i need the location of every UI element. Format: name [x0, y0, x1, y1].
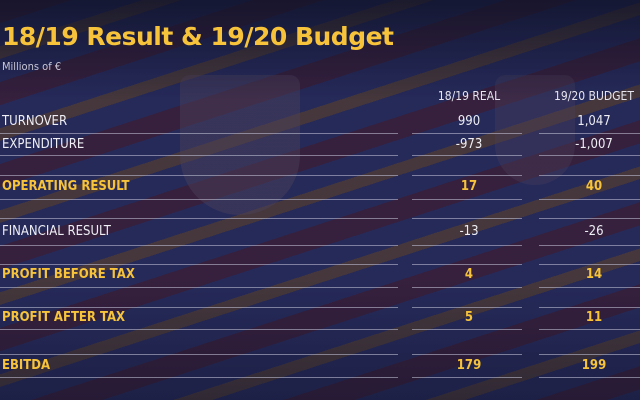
divider [0, 287, 398, 288]
divider [412, 329, 522, 330]
value-budget: 40 [585, 179, 603, 194]
divider [0, 155, 398, 156]
divider [0, 175, 398, 176]
divider [539, 354, 640, 355]
divider [412, 287, 522, 288]
row-label: PROFIT BEFORE TAX [2, 267, 135, 282]
row-label: FINANCIAL RESULT [2, 224, 111, 239]
divider [412, 307, 522, 308]
value-real: -13 [459, 224, 479, 239]
value-budget: 11 [585, 310, 603, 325]
column-header-real: 18/19 REAL [437, 89, 501, 103]
subtitle: Millions of € [2, 60, 62, 73]
divider [412, 218, 522, 219]
divider [0, 307, 398, 308]
row-label: TURNOVER [2, 114, 68, 129]
divider [412, 245, 522, 246]
divider [412, 354, 522, 355]
divider [0, 377, 398, 378]
divider [539, 218, 640, 219]
divider [412, 199, 522, 200]
row-label: EBITDA [2, 358, 50, 373]
divider [539, 287, 640, 288]
value-budget: 1,047 [577, 114, 611, 129]
value-real: 4 [464, 267, 474, 282]
divider [412, 377, 522, 378]
divider [412, 133, 522, 134]
divider [539, 175, 640, 176]
value-real: 179 [456, 358, 482, 373]
divider [412, 175, 522, 176]
divider [539, 245, 640, 246]
page-title: 18/19 Result & 19/20 Budget [2, 22, 394, 51]
divider [539, 155, 640, 156]
value-budget: -1,007 [575, 137, 613, 152]
divider [539, 377, 640, 378]
value-budget: -26 [584, 224, 604, 239]
value-real: 990 [457, 114, 481, 129]
column-header-budget: 19/20 BUDGET [554, 89, 634, 103]
divider [0, 218, 398, 219]
divider [539, 329, 640, 330]
value-real: 5 [464, 310, 474, 325]
value-real: 17 [460, 179, 478, 194]
row-label: PROFIT AFTER TAX [2, 310, 126, 325]
divider [0, 133, 398, 134]
divider [539, 199, 640, 200]
divider [412, 264, 522, 265]
divider [539, 133, 640, 134]
divider [539, 264, 640, 265]
divider [0, 245, 398, 246]
divider [0, 354, 398, 355]
divider [412, 155, 522, 156]
value-real: -973 [455, 137, 483, 152]
divider [0, 264, 398, 265]
value-budget: 14 [585, 267, 603, 282]
divider [0, 199, 398, 200]
row-label: EXPENDITURE [2, 137, 85, 152]
value-budget: 199 [581, 358, 607, 373]
divider [0, 329, 398, 330]
divider [539, 307, 640, 308]
row-label: OPERATING RESULT [2, 179, 130, 194]
